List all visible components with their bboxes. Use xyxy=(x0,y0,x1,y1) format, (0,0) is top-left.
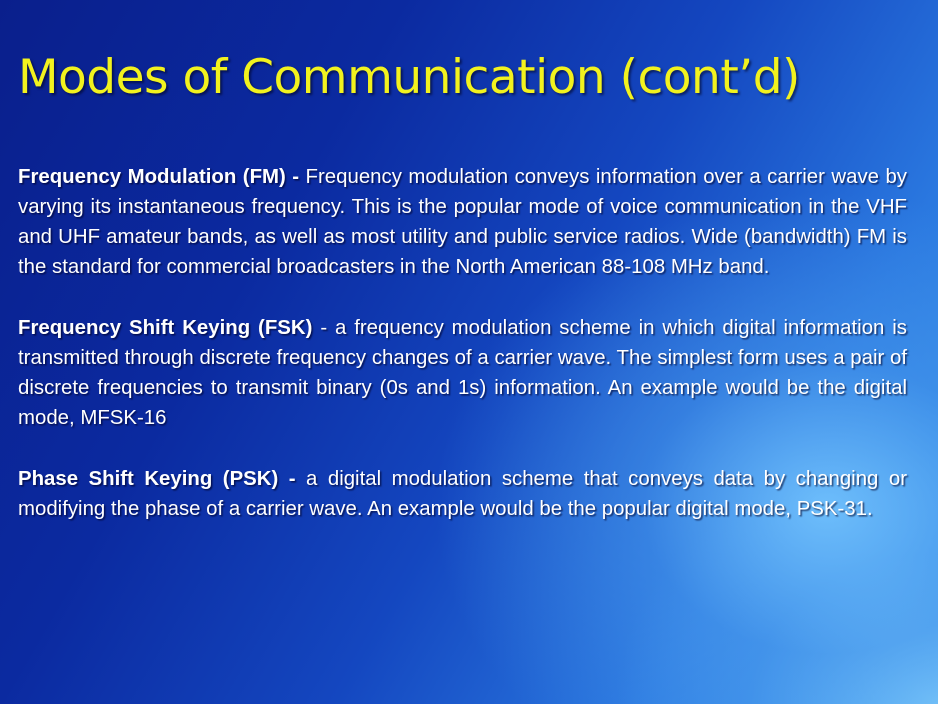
paragraph-fsk: Frequency Shift Keying (FSK) - a frequen… xyxy=(18,313,907,433)
description-fm: Frequency modulation conveys information… xyxy=(18,166,907,278)
description-fsk: - a frequency modulation scheme in which… xyxy=(18,317,908,429)
paragraph-psk: Phase Shift Keying (PSK) - a digital mod… xyxy=(18,464,907,524)
paragraph-fm: Frequency Modulation (FM) - Frequency mo… xyxy=(18,162,907,282)
term-psk: Phase Shift Keying (PSK) - xyxy=(18,468,296,490)
description-psk: a digital modulation scheme that conveys… xyxy=(18,468,907,520)
term-fm: Frequency Modulation (FM) - xyxy=(18,166,300,188)
term-fsk: Frequency Shift Keying (FSK) xyxy=(18,317,313,339)
slide-body: Frequency Modulation (FM) - Frequency mo… xyxy=(18,162,907,555)
slide-title: Modes of Communication (cont’d) xyxy=(18,50,800,105)
